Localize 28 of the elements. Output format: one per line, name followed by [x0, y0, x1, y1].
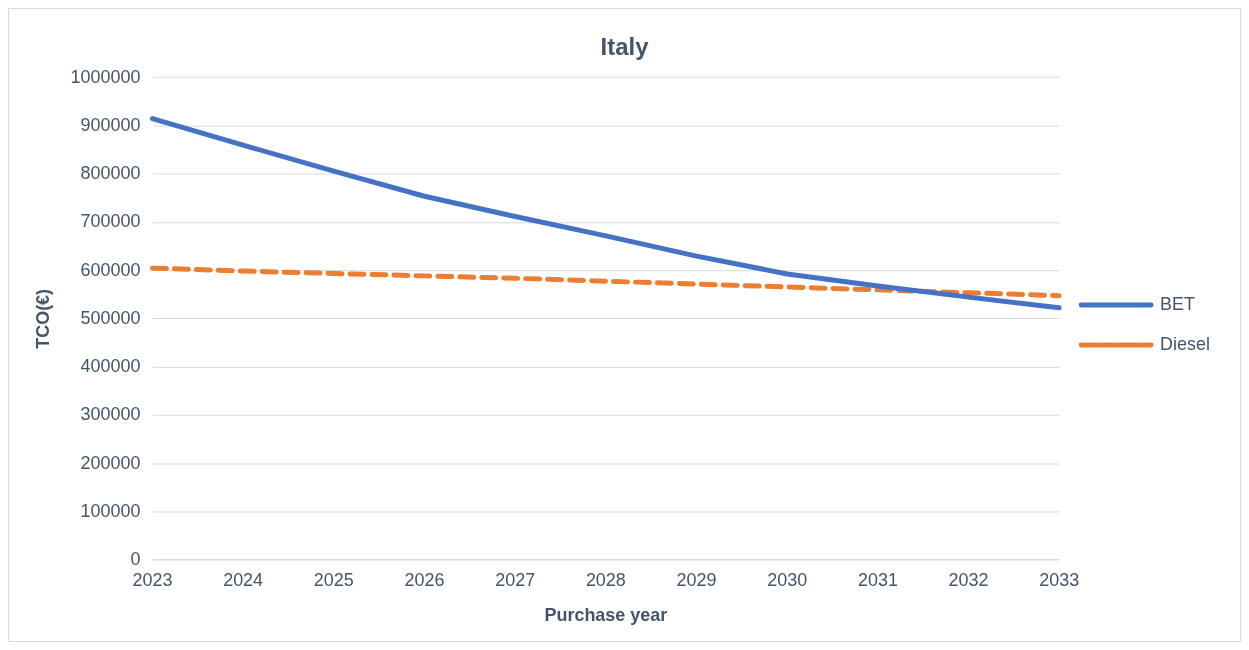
chart-title: Italy	[600, 32, 650, 60]
line-series	[149, 265, 1062, 299]
legend-label: BET	[1160, 294, 1196, 315]
x-tick-label: 2027	[495, 569, 536, 590]
x-tick-label: 2030	[767, 569, 808, 590]
x-tick-label: 2031	[857, 569, 898, 590]
x-tick-label: 2028	[585, 569, 626, 590]
y-tick-label: 200000	[80, 452, 141, 473]
y-tick-label: 400000	[80, 356, 141, 377]
x-tick-label: 2024	[223, 569, 264, 590]
x-tick-label: 2023	[132, 569, 173, 590]
y-tick-label: 100000	[80, 500, 141, 521]
y-tick-label: 700000	[80, 211, 141, 232]
y-tick-label: 600000	[80, 259, 141, 280]
x-tick-label: 2029	[676, 569, 717, 590]
x-tick-label: 2032	[948, 569, 989, 590]
x-tick-label: 2033	[1039, 569, 1080, 590]
y-tick-label: 1000000	[70, 66, 141, 87]
y-tick-label: 500000	[80, 307, 141, 328]
x-tick-label: 2025	[313, 569, 354, 590]
y-tick-label: 800000	[80, 163, 141, 184]
legend-label: Diesel	[1160, 333, 1211, 354]
y-tick-label: 900000	[80, 114, 141, 135]
y-axis-title: TCO(€)	[32, 288, 53, 349]
y-tick-label: 300000	[80, 404, 141, 425]
x-tick-label: 2026	[404, 569, 445, 590]
x-axis-title: Purchase year	[544, 605, 668, 626]
y-tick-label: 0	[130, 549, 141, 570]
